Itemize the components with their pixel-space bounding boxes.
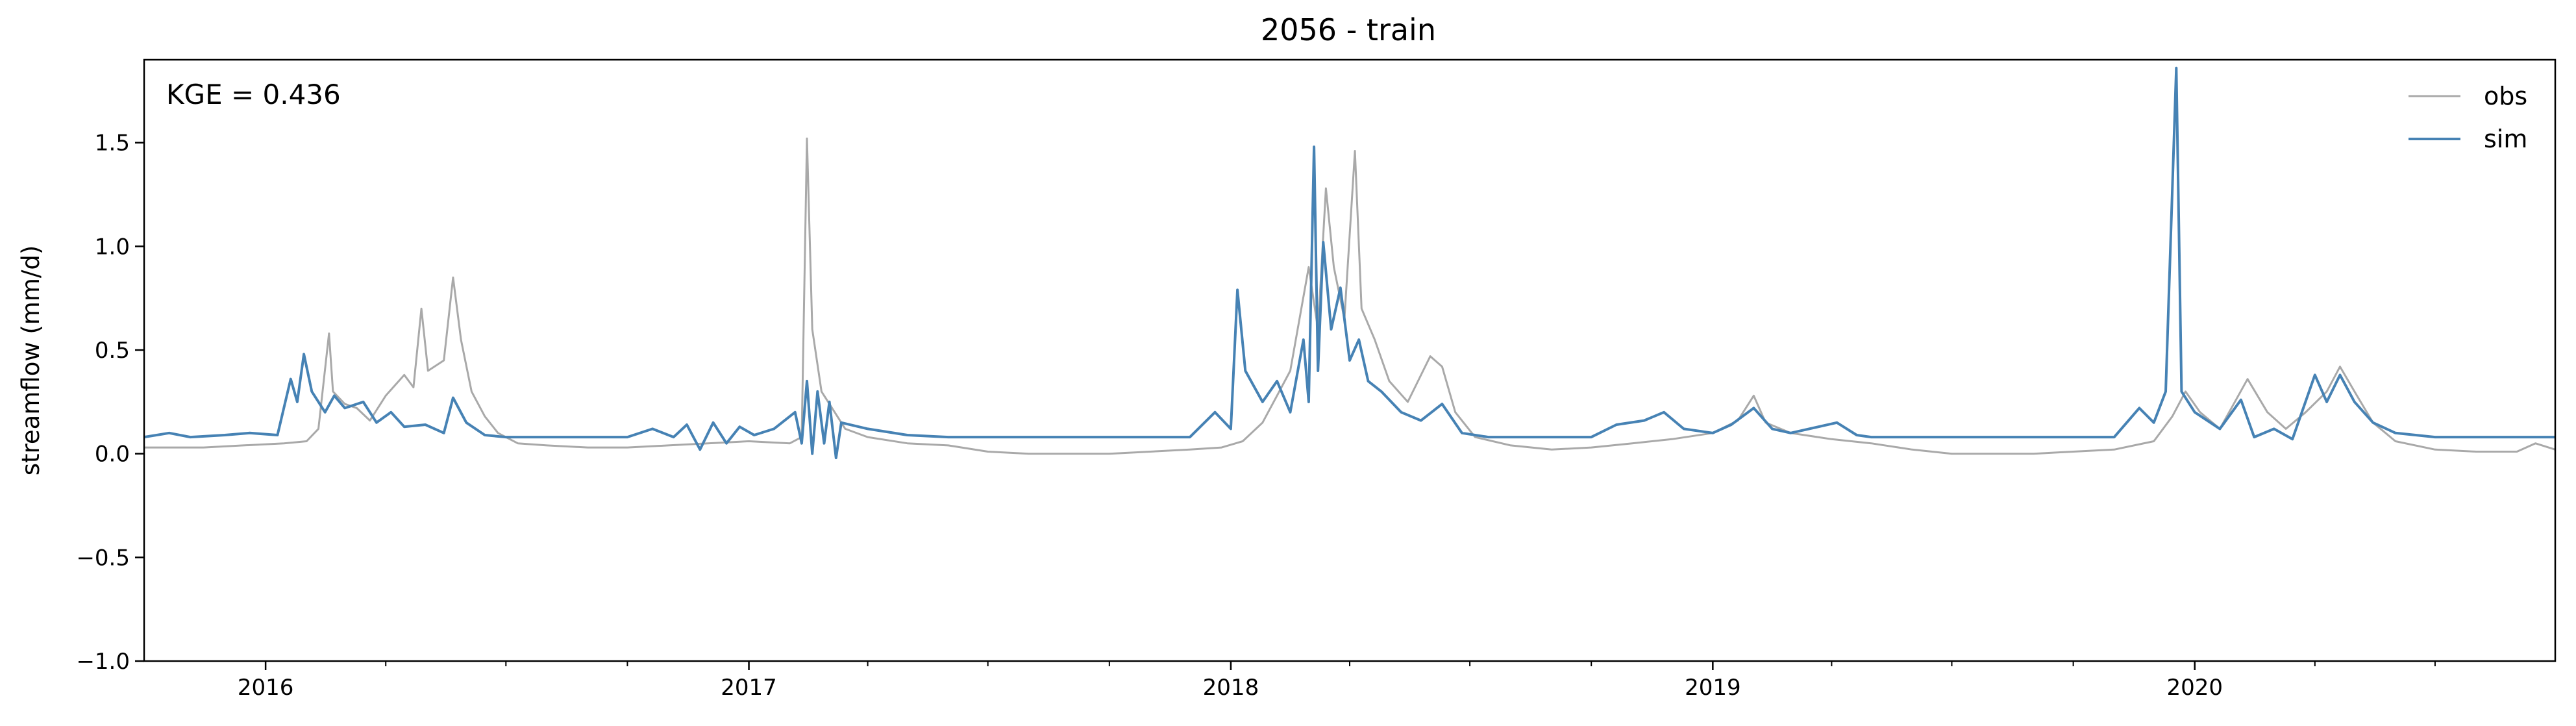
series-line-sim [143,66,2555,460]
y-tick-label: 0.5 [95,338,130,364]
legend-label-obs: obs [2484,82,2527,110]
legend-label-sim: sim [2484,125,2527,153]
y-tick-label: −0.5 [76,545,130,571]
x-tick-label: 2020 [2166,675,2223,701]
series-line-obs [144,137,2556,455]
y-axis-title: streamflow (mm/d) [17,245,45,476]
x-tick-label: 2017 [721,675,777,701]
y-tick-label: −1.0 [76,649,130,675]
x-tick-label: 2019 [1685,675,1741,701]
y-tick-label: 1.0 [95,234,130,260]
chart-title: 2056 - train [1261,12,1436,47]
series-lines [143,66,2556,460]
legend: obs sim [2409,82,2527,153]
x-axis: 2016 2017 2018 2019 2020 [238,661,2436,701]
x-tick-label: 2016 [238,675,294,701]
y-tick-label: 0.0 [95,442,130,468]
kge-annotation: KGE = 0.436 [166,79,341,110]
y-tick-label: 1.5 [95,131,130,156]
x-tick-label: 2018 [1203,675,1259,701]
y-axis: −1.0 −0.5 0.0 0.5 1.0 1.5 [76,131,144,675]
